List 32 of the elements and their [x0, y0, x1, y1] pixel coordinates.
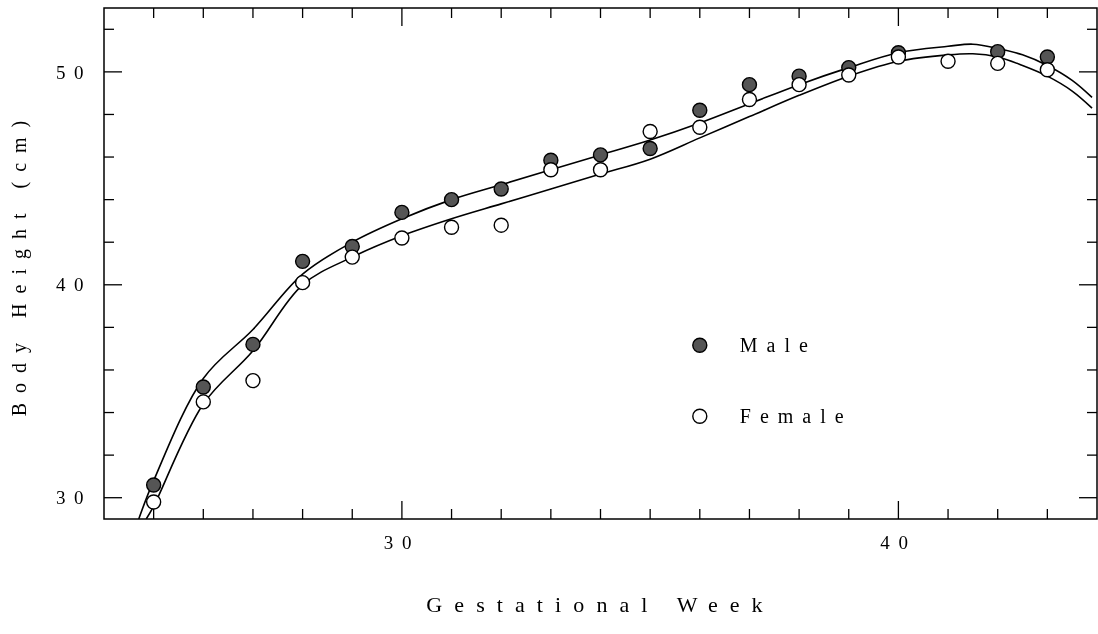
- point: [443, 191, 460, 208]
- point: [145, 477, 162, 493]
- point: [890, 49, 907, 65]
- point: [294, 253, 311, 270]
- point: [543, 162, 559, 178]
- point: [394, 204, 410, 221]
- point: [692, 102, 708, 118]
- y-tick-label: 40: [55, 274, 92, 296]
- point: [592, 162, 609, 178]
- point: [1039, 62, 1056, 78]
- point: [145, 494, 162, 510]
- point: [245, 336, 261, 353]
- legend-label: Female: [739, 405, 853, 428]
- point: [1039, 49, 1056, 65]
- point: [791, 76, 807, 93]
- point: [195, 394, 211, 410]
- y-tick-label: 50: [55, 61, 92, 83]
- point: [493, 181, 509, 197]
- point: [294, 274, 311, 291]
- point: [344, 249, 360, 265]
- y-axis-title: Body Height (cm): [8, 110, 31, 417]
- point: [841, 67, 857, 83]
- point: [642, 140, 658, 157]
- point: [195, 379, 211, 395]
- point: [741, 76, 758, 93]
- x-axis-title: Gestational Week: [426, 592, 775, 617]
- point: [394, 230, 410, 246]
- y-tick-label: 30: [55, 487, 92, 509]
- point: [741, 91, 758, 108]
- point: [692, 119, 708, 135]
- legend-label: Male: [739, 334, 817, 357]
- point: [592, 147, 609, 163]
